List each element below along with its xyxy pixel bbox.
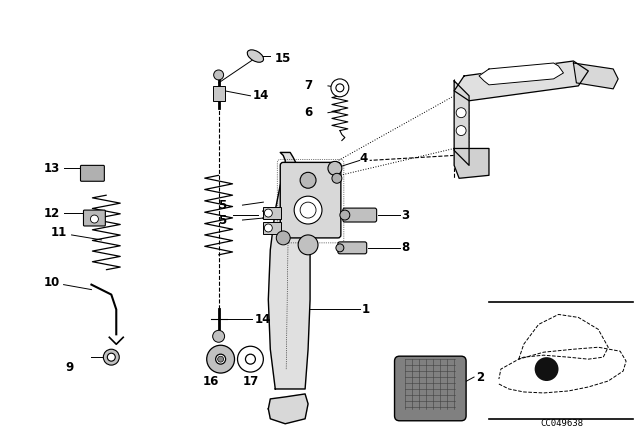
Text: 1: 1: [362, 303, 370, 316]
Text: 12: 12: [44, 207, 60, 220]
Bar: [212, 86, 225, 101]
Circle shape: [216, 354, 225, 364]
Ellipse shape: [247, 50, 264, 62]
Bar: [263, 222, 281, 234]
Text: 14: 14: [252, 89, 269, 102]
Polygon shape: [573, 63, 618, 89]
Text: 17: 17: [243, 375, 259, 388]
Circle shape: [331, 79, 349, 97]
Text: 2: 2: [476, 370, 484, 383]
Text: 5: 5: [218, 198, 227, 211]
FancyBboxPatch shape: [81, 165, 104, 181]
Circle shape: [328, 161, 342, 175]
Polygon shape: [454, 61, 588, 101]
Circle shape: [300, 172, 316, 188]
Circle shape: [276, 231, 290, 245]
Text: 8: 8: [401, 241, 410, 254]
Text: 9: 9: [65, 361, 74, 374]
Text: 6: 6: [304, 106, 312, 119]
Text: 15: 15: [275, 52, 291, 65]
Polygon shape: [454, 81, 469, 165]
Text: 11: 11: [51, 226, 67, 239]
Text: 7: 7: [304, 79, 312, 92]
FancyBboxPatch shape: [83, 210, 106, 226]
Circle shape: [336, 244, 344, 252]
Circle shape: [456, 108, 466, 118]
Polygon shape: [268, 152, 310, 389]
Circle shape: [264, 224, 272, 232]
Text: CC049638: CC049638: [540, 419, 583, 428]
Circle shape: [214, 70, 223, 80]
Circle shape: [534, 357, 559, 381]
Bar: [263, 207, 281, 219]
Circle shape: [340, 210, 350, 220]
Circle shape: [108, 353, 115, 361]
Circle shape: [207, 345, 234, 373]
Circle shape: [298, 235, 318, 255]
Circle shape: [212, 330, 225, 342]
FancyBboxPatch shape: [343, 208, 377, 222]
Text: 5: 5: [218, 214, 227, 227]
Polygon shape: [268, 394, 308, 424]
Circle shape: [218, 356, 223, 362]
FancyBboxPatch shape: [280, 162, 341, 238]
Circle shape: [332, 173, 342, 183]
Circle shape: [294, 196, 322, 224]
Polygon shape: [479, 63, 563, 85]
Text: 4: 4: [360, 152, 368, 165]
Circle shape: [103, 349, 119, 365]
Circle shape: [336, 84, 344, 92]
Polygon shape: [454, 148, 489, 178]
Text: 16: 16: [202, 375, 219, 388]
Circle shape: [456, 125, 466, 136]
Circle shape: [237, 346, 263, 372]
Text: 11: 11: [260, 209, 276, 222]
Text: 10: 10: [44, 276, 60, 289]
Circle shape: [264, 209, 272, 217]
Circle shape: [246, 354, 255, 364]
Text: 14: 14: [255, 313, 271, 326]
Text: 13: 13: [44, 162, 60, 175]
Circle shape: [90, 215, 99, 223]
FancyBboxPatch shape: [338, 242, 367, 254]
Text: 3: 3: [401, 209, 410, 222]
FancyBboxPatch shape: [394, 356, 466, 421]
